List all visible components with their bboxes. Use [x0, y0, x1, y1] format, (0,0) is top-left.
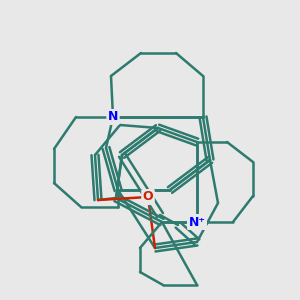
Text: O: O	[143, 190, 153, 203]
Text: N⁺: N⁺	[188, 215, 206, 229]
Text: N: N	[108, 110, 118, 124]
